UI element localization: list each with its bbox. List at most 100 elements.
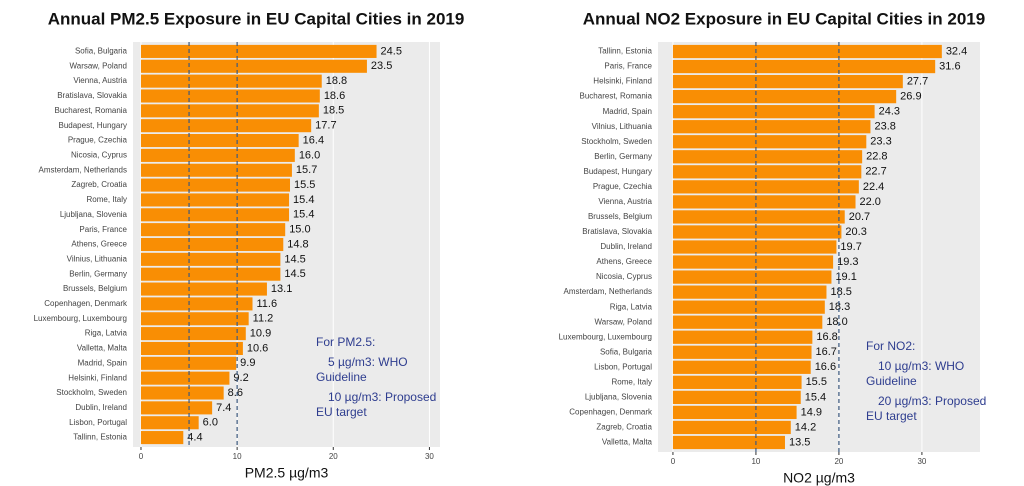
category-label: Dublin, Ireland xyxy=(75,403,127,412)
bar xyxy=(672,315,823,329)
annotation: For PM2.5: xyxy=(316,335,375,349)
bar xyxy=(672,150,863,164)
value-label: 18.0 xyxy=(826,316,847,328)
value-label: 22.4 xyxy=(863,181,884,193)
value-label: 8.6 xyxy=(228,387,243,399)
category-label: Athens, Greece xyxy=(71,240,127,249)
category-label: Brussels, Belgium xyxy=(588,212,652,221)
value-label: 23.3 xyxy=(870,136,891,148)
category-label: Dublin, Ireland xyxy=(600,242,652,251)
category-label: Nicosia, Cyprus xyxy=(71,150,127,159)
category-label: Amsterdam, Netherlands xyxy=(564,287,652,296)
value-label: 15.7 xyxy=(296,164,317,176)
value-label: 19.3 xyxy=(837,256,858,268)
category-label: Riga, Latvia xyxy=(610,302,653,311)
value-label: 9.9 xyxy=(240,357,255,369)
value-label: 13.1 xyxy=(271,283,292,295)
x-tick-label: 10 xyxy=(751,457,760,466)
category-label: Bucharest, Romania xyxy=(580,92,653,101)
value-label: 10.6 xyxy=(247,342,268,354)
bar xyxy=(140,297,253,311)
bar xyxy=(672,135,867,149)
bar xyxy=(672,330,813,344)
annotation: 5 µg/m3: WHO xyxy=(328,355,408,369)
bar xyxy=(672,240,837,254)
value-label: 18.5 xyxy=(830,286,851,298)
bar xyxy=(140,431,184,445)
bar xyxy=(140,327,246,341)
annotation: 10 µg/m3: Proposed xyxy=(328,390,436,404)
category-label: Brussels, Belgium xyxy=(63,284,127,293)
category-label: Zagreb, Croatia xyxy=(71,180,127,189)
value-label: 16.6 xyxy=(815,361,836,373)
x-tick-label: 0 xyxy=(139,452,144,461)
category-label: Warsaw, Poland xyxy=(69,61,127,70)
bar xyxy=(140,193,290,207)
bar xyxy=(140,416,199,430)
value-label: 15.0 xyxy=(289,224,310,236)
bar xyxy=(672,195,856,209)
bar xyxy=(140,134,299,148)
value-label: 19.1 xyxy=(835,271,856,283)
bar xyxy=(140,401,213,415)
value-label: 14.5 xyxy=(284,253,305,265)
category-label: Vilnius, Lithuania xyxy=(592,122,653,131)
bar xyxy=(672,360,811,374)
value-label: 11.2 xyxy=(253,313,274,325)
category-label: Copenhagen, Denmark xyxy=(569,408,653,417)
bar xyxy=(672,225,842,239)
value-label: 15.4 xyxy=(293,194,314,206)
category-label: Helsinki, Finland xyxy=(68,373,127,382)
bar xyxy=(140,267,281,281)
x-tick-label: 30 xyxy=(917,457,926,466)
bar xyxy=(140,104,319,118)
category-label: Nicosia, Cyprus xyxy=(596,272,652,281)
value-label: 18.6 xyxy=(324,90,345,102)
bar xyxy=(672,180,859,194)
bar xyxy=(672,285,827,299)
category-label: Zagreb, Croatia xyxy=(596,423,652,432)
annotation: Guideline xyxy=(316,370,367,384)
bar xyxy=(672,120,871,134)
value-label: 16.0 xyxy=(299,149,320,161)
category-label: Rome, Italy xyxy=(87,195,127,204)
value-label: 26.9 xyxy=(900,91,921,103)
category-label: Lisbon, Portugal xyxy=(69,418,127,427)
chart-title: Annual PM2.5 Exposure in EU Capital Citi… xyxy=(48,9,465,28)
value-label: 24.3 xyxy=(879,106,900,118)
bar xyxy=(140,341,243,355)
category-label: Amsterdam, Netherlands xyxy=(39,165,127,174)
value-label: 16.8 xyxy=(816,331,837,343)
bar xyxy=(672,74,903,89)
category-label: Luxembourg, Luxembourg xyxy=(559,332,652,341)
category-label: Luxembourg, Luxembourg xyxy=(34,314,127,323)
value-label: 22.8 xyxy=(866,151,887,163)
x-tick-label: 20 xyxy=(834,457,843,466)
value-label: 15.5 xyxy=(294,179,315,191)
category-label: Madrid, Spain xyxy=(603,107,652,116)
category-label: Prague, Czechia xyxy=(68,136,128,145)
value-label: 7.4 xyxy=(216,402,231,414)
category-label: Tallinn, Estonia xyxy=(598,47,652,56)
bar xyxy=(140,178,291,192)
bar xyxy=(140,208,290,222)
value-label: 23.5 xyxy=(371,60,392,72)
category-label: Rome, Italy xyxy=(612,377,652,386)
bar xyxy=(140,148,295,162)
category-label: Tallinn, Estonia xyxy=(73,433,127,442)
annotation: 20 µg/m3: Proposed xyxy=(878,394,986,408)
value-label: 14.2 xyxy=(795,421,816,433)
bar xyxy=(140,237,284,252)
category-label: Helsinki, Finland xyxy=(593,77,652,86)
value-label: 20.3 xyxy=(845,226,866,238)
bar xyxy=(672,435,785,450)
category-label: Vienna, Austria xyxy=(73,76,127,85)
category-label: Athens, Greece xyxy=(596,257,652,266)
category-label: Stockholm, Sweden xyxy=(56,388,127,397)
category-label: Lisbon, Portugal xyxy=(594,362,652,371)
category-label: Valletta, Malta xyxy=(602,438,653,447)
bar xyxy=(140,74,322,88)
bar xyxy=(140,223,286,237)
category-label: Paris, France xyxy=(604,62,652,71)
